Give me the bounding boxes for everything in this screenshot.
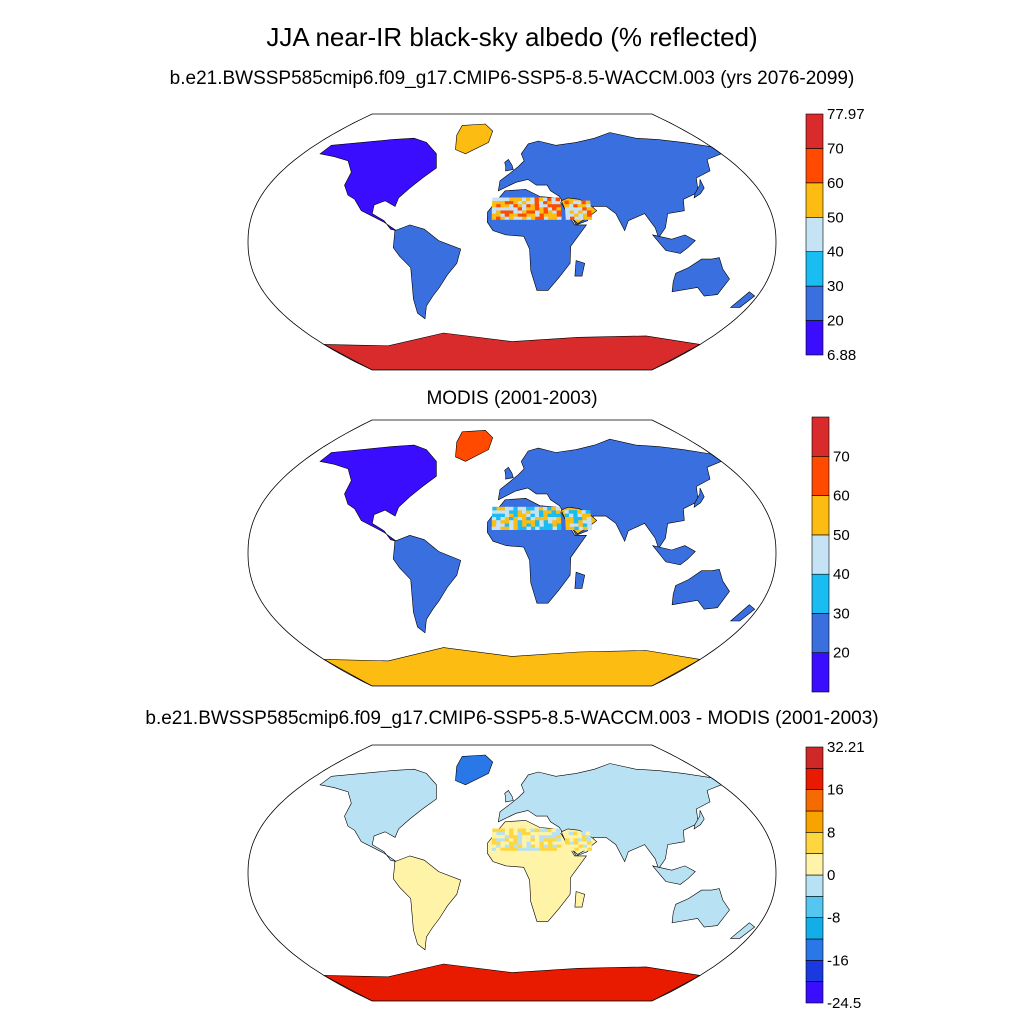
sahara-pixels xyxy=(491,828,592,851)
colorbar-tick-label: -24.5 xyxy=(827,995,861,1012)
colorbar-tick-label: 70 xyxy=(827,140,844,157)
land-northAmerica xyxy=(319,137,437,231)
land-indonesia xyxy=(651,545,696,566)
colorbar-tick-label: 70 xyxy=(833,448,850,465)
colorbar-segment xyxy=(811,652,830,693)
sahara-pixels xyxy=(491,506,592,530)
colorbar-segment xyxy=(805,789,824,812)
colorbar-tick-label: 6.88 xyxy=(827,347,856,364)
colorbar-tick-label: 77.97 xyxy=(827,106,865,123)
land-japan xyxy=(693,487,705,508)
colorbar-tick-label: 20 xyxy=(833,645,850,662)
colorbar-segment xyxy=(805,320,824,356)
colorbar-segment xyxy=(811,495,830,536)
land-uk xyxy=(504,790,514,803)
panel-3-title: b.e21.BWSSP585cmip6.f09_g17.CMIP6-SSP5-8… xyxy=(145,708,879,729)
land-southAmerica xyxy=(392,534,462,634)
colorbar-segment xyxy=(805,217,824,253)
land-indonesia xyxy=(651,865,696,885)
model-albedo-map xyxy=(247,113,777,371)
land-madagascar xyxy=(574,891,586,908)
land-japan xyxy=(693,810,705,830)
colorbar-segment xyxy=(805,251,824,287)
colorbar-segment xyxy=(811,534,830,575)
land-madagascar xyxy=(574,260,586,277)
land-japan xyxy=(693,179,705,199)
model-colorbar: 77.97 70 60 50 40 30 20 6.88 xyxy=(805,106,865,364)
land-australia xyxy=(671,257,730,297)
colorbar-tick-label: 50 xyxy=(833,527,850,544)
land-uk xyxy=(504,159,514,172)
panel-2-title: MODIS (2001-2003) xyxy=(426,388,598,409)
colorbar-tick-label: 16 xyxy=(827,782,844,799)
land-australia xyxy=(671,568,730,610)
colorbar-tick-label: 40 xyxy=(827,244,844,261)
land-southAmerica xyxy=(392,224,462,320)
land-indonesia xyxy=(651,234,696,254)
land-australia xyxy=(671,888,730,928)
modis-colorbar: 70 60 50 40 30 20 xyxy=(811,416,850,693)
land-greenland xyxy=(455,754,494,786)
panel-1-title: b.e21.BWSSP585cmip6.f09_g17.CMIP6-SSP5-8… xyxy=(169,68,855,89)
colorbar-tick-label: 30 xyxy=(833,605,850,622)
difference-map xyxy=(247,744,777,1002)
land-newzealand xyxy=(729,604,756,622)
colorbar-tick-label: 60 xyxy=(827,175,844,192)
modis-albedo-map xyxy=(247,419,777,687)
colorbar-segment xyxy=(811,416,830,457)
colorbar-tick-label: 30 xyxy=(827,278,844,295)
colorbar-tick-label: 0 xyxy=(827,867,835,884)
colorbar-segment xyxy=(805,746,824,769)
colorbar-segment xyxy=(805,853,824,876)
colorbar-segment xyxy=(811,455,830,496)
land-uk xyxy=(504,466,514,480)
colorbar-segment xyxy=(805,981,824,1004)
map-boundary xyxy=(247,744,777,1002)
colorbar-tick-label: 40 xyxy=(833,566,850,583)
colorbar-tick-label: 32.21 xyxy=(827,739,865,756)
figure-title: JJA near-IR black-sky albedo (% reflecte… xyxy=(266,22,758,52)
colorbar-tick-label: 8 xyxy=(827,824,835,841)
colorbar-segment xyxy=(805,810,824,833)
map-boundary xyxy=(247,419,777,687)
colorbar-tick-label: -8 xyxy=(827,910,840,927)
land-madagascar xyxy=(574,571,586,589)
land-northAmerica xyxy=(319,444,437,542)
colorbar-segment xyxy=(811,613,830,654)
land-antarctica xyxy=(323,647,702,686)
colorbar-segment xyxy=(805,959,824,982)
colorbar-segment xyxy=(805,895,824,918)
colorbar-segment xyxy=(805,938,824,961)
land-newzealand xyxy=(729,922,756,939)
colorbar-segment xyxy=(805,917,824,940)
colorbar-segment xyxy=(811,573,830,614)
land-southAmerica xyxy=(392,855,462,951)
map-boundary xyxy=(247,113,777,371)
colorbar-segment xyxy=(805,148,824,184)
land-greenland xyxy=(455,429,494,462)
colorbar-segment xyxy=(805,285,824,321)
land-antarctica xyxy=(323,963,702,1001)
colorbar-tick-label: 60 xyxy=(833,488,850,505)
colorbar-segment xyxy=(805,831,824,854)
colorbar-tick-label: 20 xyxy=(827,313,844,330)
colorbar-segment xyxy=(805,767,824,790)
difference-colorbar: 32.21 16 8 0 -8 -16 -24.5 xyxy=(805,739,865,1012)
land-greenland xyxy=(455,123,494,155)
land-northAmerica xyxy=(319,768,437,862)
colorbar-segment xyxy=(805,874,824,897)
land-antarctica xyxy=(323,332,702,370)
colorbar-segment xyxy=(805,182,824,218)
colorbar-tick-label: -16 xyxy=(827,952,849,969)
colorbar-tick-label: 50 xyxy=(827,209,844,226)
colorbar-segment xyxy=(805,113,824,149)
land-newzealand xyxy=(729,291,756,308)
sahara-pixels xyxy=(491,197,592,220)
